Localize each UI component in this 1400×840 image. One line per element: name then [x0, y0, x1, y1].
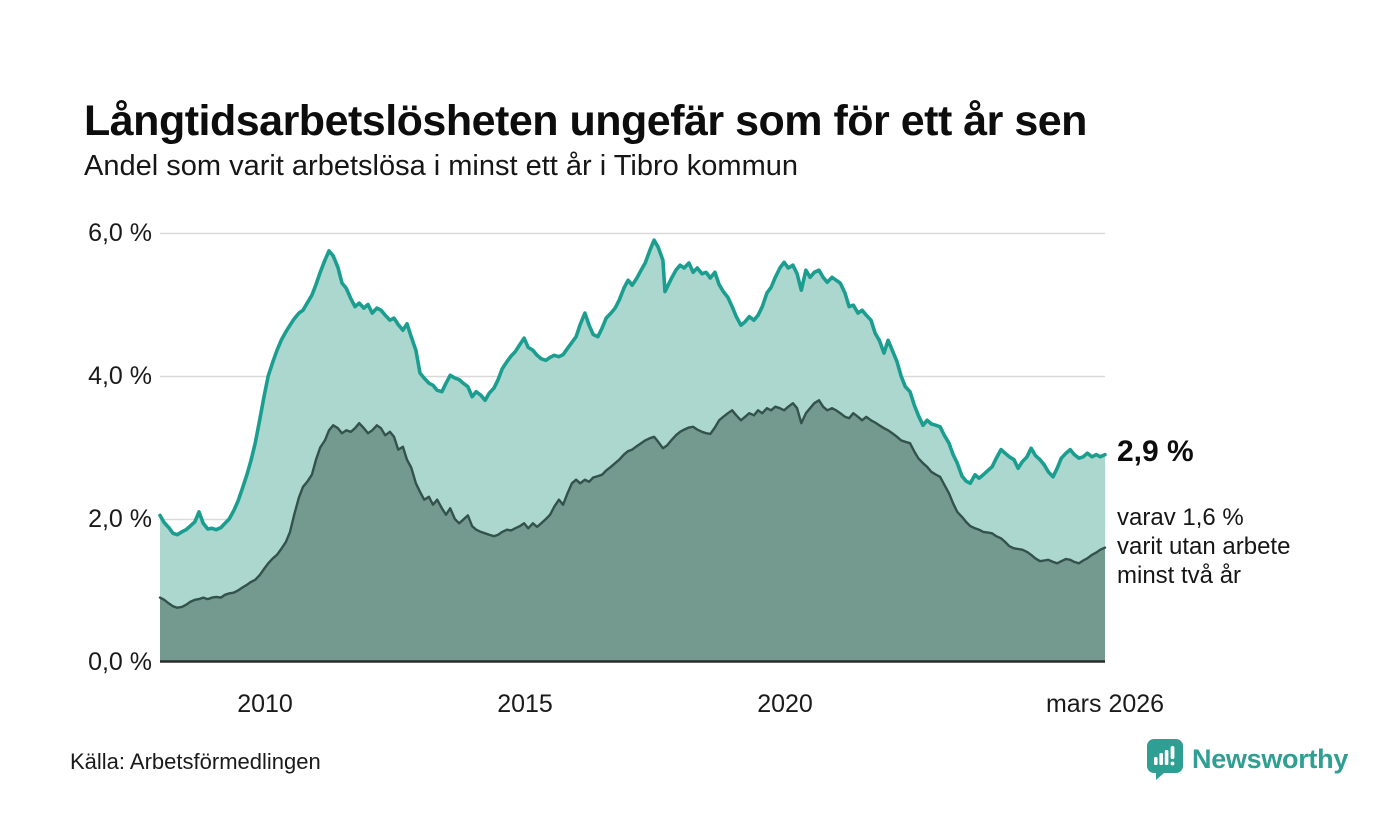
logo-bars-icon [1154, 746, 1175, 766]
source-credit: Källa: Arbetsförmedlingen [70, 749, 321, 774]
y-tick-4: 4,0 % [88, 362, 152, 390]
x-tick-2015: 2015 [497, 690, 553, 718]
newsworthy-logo-text: Newsworthy [1192, 743, 1349, 774]
latest-value-label: 2,9 % [1117, 434, 1194, 468]
page-title: Långtidsarbetslösheten ungefär som för e… [84, 96, 1087, 145]
y-tick-6: 6,0 % [88, 219, 152, 247]
secondary-annotation-line1: varav 1,6 % [1117, 504, 1244, 531]
series-line-one-year [158, 238, 1107, 537]
x-tick-2010: 2010 [237, 690, 293, 718]
newsworthy-logo-icon [1147, 739, 1183, 780]
secondary-annotation: varav 1,6 % varit utan arbete minst två … [1117, 503, 1290, 590]
x-tick-2020: 2020 [757, 690, 813, 718]
y-tick-2: 2,0 % [88, 505, 152, 533]
series-area-two-years [160, 400, 1105, 662]
series-layer [158, 238, 1107, 662]
secondary-annotation-line3: minst två år [1117, 562, 1242, 589]
x-tick-mars-2026: mars 2026 [1045, 690, 1165, 718]
series-line-two-years [158, 399, 1107, 609]
newsworthy-logo: Newsworthy [1146, 738, 1348, 780]
y-tick-0: 0,0 % [88, 648, 152, 676]
secondary-annotation-line2: varit utan arbete [1117, 533, 1291, 560]
chart-subtitle: Andel som varit arbetslösa i minst ett å… [84, 150, 798, 182]
